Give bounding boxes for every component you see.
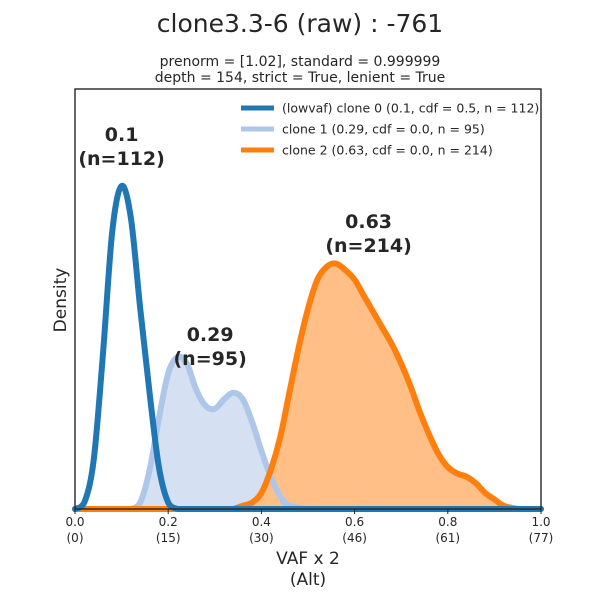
density-lines <box>72 182 544 512</box>
x-tick-label: 0.8 <box>438 515 457 529</box>
x-tick-sublabel: (77) <box>529 531 554 545</box>
peak-labels: 0.1(n=112) 0.29(n=95) 0.63(n=214) <box>78 124 411 370</box>
x-tick-sublabel: (46) <box>342 531 367 545</box>
chart-subtitle-line-1: prenorm = [1.02], standard = 0.999999 <box>160 54 441 70</box>
chart-subtitle-line-2: depth = 154, strict = True, lenient = Tr… <box>155 70 446 86</box>
x-tick-label: 0.2 <box>159 515 178 529</box>
series-line-2 <box>72 260 544 512</box>
x-axis-label-line-2: (Alt) <box>290 570 326 590</box>
legend: (lowvaf) clone 0 (0.1, cdf = 0.5, n = 11… <box>241 101 539 158</box>
plot-frame <box>74 88 542 510</box>
x-tick-sublabel: (61) <box>435 531 460 545</box>
series-line-0 <box>72 182 544 512</box>
x-tick-sublabel: (0) <box>67 531 84 545</box>
peak-label-value: 0.63 <box>345 211 392 233</box>
peak-label-value: 0.1 <box>105 124 139 146</box>
legend-entry: clone 2 (0.63, cdf = 0.0, n = 214) <box>282 143 493 158</box>
series-area-1 <box>130 356 308 509</box>
x-tick-label: 1.0 <box>531 515 550 529</box>
series-area-2 <box>233 263 518 509</box>
peak-label-count: (n=214) <box>325 235 411 257</box>
x-tick-sublabel: (15) <box>156 531 181 545</box>
peak-label-count: (n=95) <box>174 348 247 370</box>
legend-entry: clone 1 (0.29, cdf = 0.0, n = 95) <box>282 122 485 137</box>
x-tick-sublabel: (30) <box>249 531 274 545</box>
peak-label-value: 0.29 <box>187 324 234 346</box>
chart-title: clone3.3-6 (raw) : -761 <box>157 9 443 38</box>
x-tick-label: 0.0 <box>65 515 84 529</box>
peak-label-count: (n=112) <box>78 148 164 170</box>
legend-entry: (lowvaf) clone 0 (0.1, cdf = 0.5, n = 11… <box>282 101 539 116</box>
x-axis-label-line-1: VAF x 2 <box>276 549 340 569</box>
x-ticks: 0.0 (0) 0.2 (15) 0.4 (30) 0.6 (46) 0.8 (61) 1.0 (77… <box>65 509 553 545</box>
x-tick-label: 0.6 <box>345 515 364 529</box>
x-tick-label: 0.4 <box>252 515 271 529</box>
y-axis-label: Density <box>51 268 71 333</box>
